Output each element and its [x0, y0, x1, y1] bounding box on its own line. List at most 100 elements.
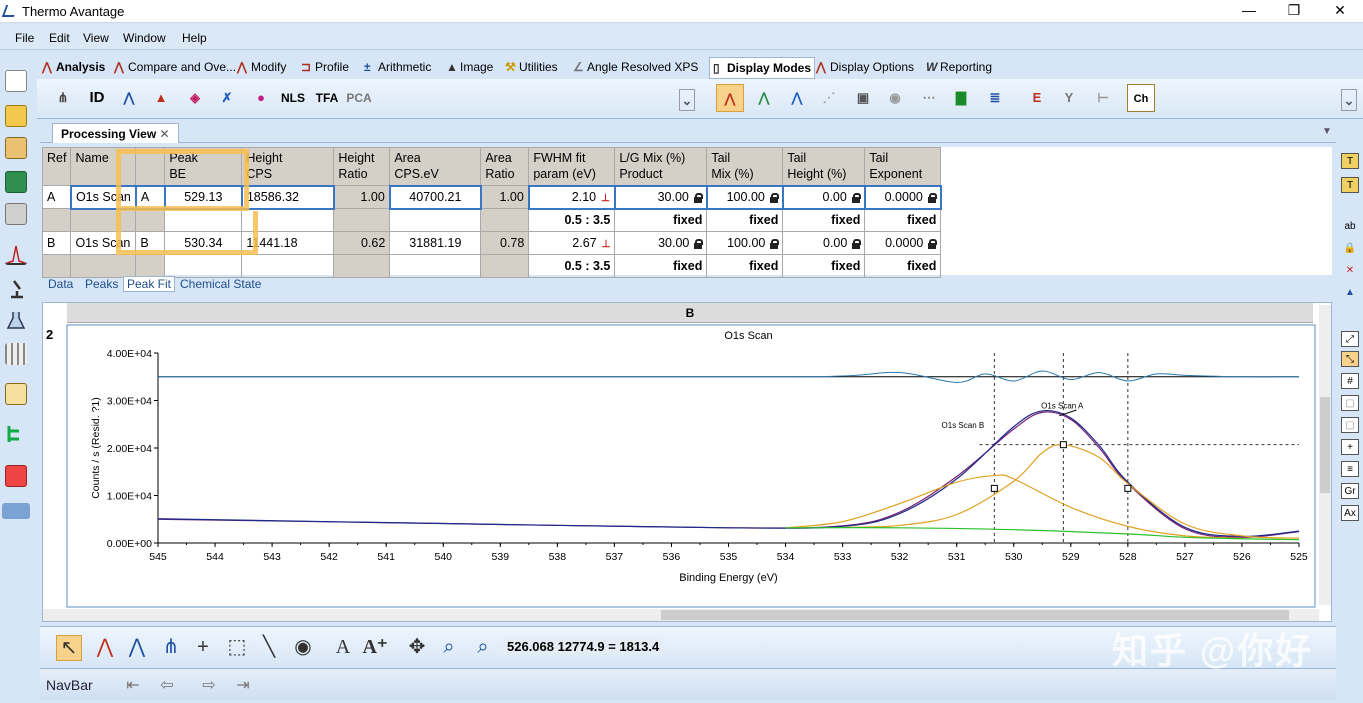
menu-edit[interactable]: Edit [49, 31, 70, 45]
axis-icon[interactable]: Ax [1341, 505, 1359, 521]
col-fwhm[interactable]: FWHM fit param (eV) [528, 147, 616, 186]
horizontal-scrollbar[interactable] [43, 609, 1319, 621]
text-tool-icon[interactable]: T [1341, 153, 1359, 169]
cell-tail-exp[interactable]: 0.0000 [864, 231, 942, 255]
overlay-icon[interactable]: ◈ [190, 90, 200, 105]
lock-icon[interactable] [927, 192, 937, 203]
move-icon[interactable]: ✥ [408, 636, 426, 658]
fwhm-link-icon[interactable]: ⊥ [601, 193, 610, 204]
text-box-icon[interactable]: T [1341, 177, 1359, 193]
col-area-ratio[interactable]: Area Ratio [480, 147, 530, 186]
new-document-icon[interactable] [5, 70, 27, 92]
close-tab-icon[interactable]: ✕ [159, 127, 170, 141]
menu-file[interactable]: File [15, 31, 35, 45]
cell-ref[interactable]: B [41, 231, 72, 255]
menu-view[interactable]: View [83, 31, 109, 45]
ribbon-collapse-icon[interactable]: ⌄ [679, 89, 695, 111]
close-button[interactable]: ✕ [1334, 2, 1346, 18]
lock-icon[interactable] [694, 238, 704, 249]
peak-split-icon[interactable]: ⋔ [162, 636, 180, 658]
display-scatter-icon[interactable]: ⋯ [922, 90, 936, 105]
first-icon[interactable]: ⇤ [126, 677, 140, 694]
display-overlay-icon[interactable]: ⋀ [758, 90, 770, 105]
constraint-fwhm[interactable]: 0.5 : 3.5 [528, 208, 616, 232]
lock-icon[interactable] [928, 238, 938, 249]
constraint-tail-exp[interactable]: fixed [864, 254, 942, 278]
checklist-icon[interactable] [5, 465, 27, 487]
tab-reporting[interactable]: W Reporting [926, 60, 993, 74]
lock-icon[interactable] [769, 192, 779, 203]
nls-button[interactable]: NLS [281, 91, 305, 105]
tab-analysis[interactable]: ⋀ Analysis [42, 60, 106, 74]
lines-icon[interactable]: ≡ [1341, 461, 1359, 477]
open-folder-icon[interactable] [5, 105, 27, 127]
tree-icon[interactable] [5, 423, 27, 445]
cell-tail-mix[interactable]: 100.00 [706, 231, 784, 255]
display-spectrum-icon[interactable]: ⋀ [716, 84, 744, 112]
col-ref[interactable]: Ref [41, 147, 72, 186]
cell-tail-height[interactable]: 0.00 [781, 184, 866, 210]
tab-chemical-state[interactable]: Chemical State [180, 277, 262, 291]
id-button[interactable]: ID [89, 89, 105, 106]
components-icon[interactable]: ● [257, 90, 265, 105]
expand-panel-icon[interactable] [2, 503, 30, 519]
frame2-icon[interactable]: ▢ [1341, 417, 1359, 433]
pointer-icon[interactable]: ↖ [56, 635, 82, 661]
zoom-in-icon[interactable]: ⌕ [443, 636, 455, 658]
last-icon[interactable]: ⇥ [236, 677, 250, 694]
add-row-icon[interactable]: + [1341, 439, 1359, 455]
tab-modify[interactable]: ⋀ Modify [237, 60, 287, 74]
fitting-icon[interactable]: ✗ [221, 90, 233, 105]
tab-arithmetic[interactable]: ± Arithmetic [364, 60, 432, 74]
tab-display-options[interactable]: ⋀ Display Options [816, 60, 915, 74]
cell-height[interactable]: 18586.32 [240, 184, 335, 210]
display-map-icon[interactable]: ▣ [856, 90, 870, 105]
tab-profile[interactable]: ⊐ Profile [301, 60, 350, 74]
ribbon-collapse-right-icon[interactable]: ⌄ [1341, 89, 1357, 111]
energy-axis-icon[interactable]: E [1032, 90, 1042, 105]
lock-icon[interactable] [770, 238, 780, 249]
constraint-lg[interactable]: fixed [614, 254, 708, 278]
tab-angle-resolved[interactable]: ∠ Angle Resolved XPS [573, 60, 699, 74]
col-height-ratio[interactable]: Height Ratio [333, 147, 391, 186]
display-stack-icon[interactable]: ⋀ [791, 90, 803, 105]
tab-utilities[interactable]: ⚒ Utilities [505, 60, 558, 74]
zoom-fit-icon[interactable]: ⤢ [1341, 331, 1359, 347]
text-a-plus-icon[interactable]: A⁺ [362, 636, 388, 658]
cell-tail-mix[interactable]: 100.00 [705, 184, 784, 210]
cell-ref[interactable]: A [41, 185, 72, 209]
select-region-icon[interactable]: ⬚ [227, 636, 247, 658]
constraint-tail-mix[interactable]: fixed [706, 254, 784, 278]
crosshair-icon[interactable]: + [197, 636, 209, 658]
zoom-reset-icon[interactable]: ⌕ [477, 636, 489, 658]
lock-icon[interactable]: 🔒 [1343, 243, 1357, 254]
group-icon[interactable]: Gr [1341, 483, 1359, 499]
flask-icon[interactable] [5, 309, 27, 331]
horizontal-scroll-thumb[interactable] [661, 610, 1289, 620]
experiment-icon[interactable] [5, 137, 27, 159]
col-area[interactable]: Area CPS.eV [389, 147, 482, 186]
pca-button[interactable]: PCA [346, 91, 372, 105]
vertical-scrollbar[interactable] [1319, 305, 1331, 605]
peak-up-icon[interactable]: ▲ [1345, 287, 1355, 298]
fwhm-link-icon[interactable]: ⊥ [601, 239, 611, 250]
display-circle-icon[interactable]: ◉ [889, 90, 901, 105]
cell-tail-height[interactable]: 0.00 [782, 231, 866, 255]
spectrum-icon[interactable] [5, 243, 27, 265]
tab-peaks[interactable]: Peaks [85, 277, 119, 291]
save-icon[interactable] [5, 171, 27, 193]
peak-fit-icon[interactable]: ⋀ [123, 90, 135, 105]
col-lg-mix[interactable]: L/G Mix (%) Product [614, 147, 708, 186]
tab-display-modes[interactable]: ▯ Display Modes [709, 57, 816, 79]
col-tail-exponent[interactable]: Tail Exponent [864, 147, 942, 186]
constraint-lg[interactable]: fixed [614, 208, 708, 232]
multi-peak-icon[interactable]: ⋀ [128, 636, 146, 658]
constraint-row[interactable]: 0.5 : 3.5 fixed fixed fixed fixed [41, 208, 942, 232]
tab-peak-fit[interactable]: Peak Fit [123, 276, 176, 292]
cell-lg[interactable]: 30.00 [613, 184, 708, 210]
lock-icon[interactable] [852, 238, 862, 249]
zoom-full-icon[interactable]: ⤡ [1341, 351, 1359, 367]
baseline-icon[interactable]: ⊢ [1097, 90, 1109, 105]
line-tool-icon[interactable]: ╲ [262, 636, 276, 658]
display-3d-icon[interactable]: ⋰ [822, 90, 836, 105]
